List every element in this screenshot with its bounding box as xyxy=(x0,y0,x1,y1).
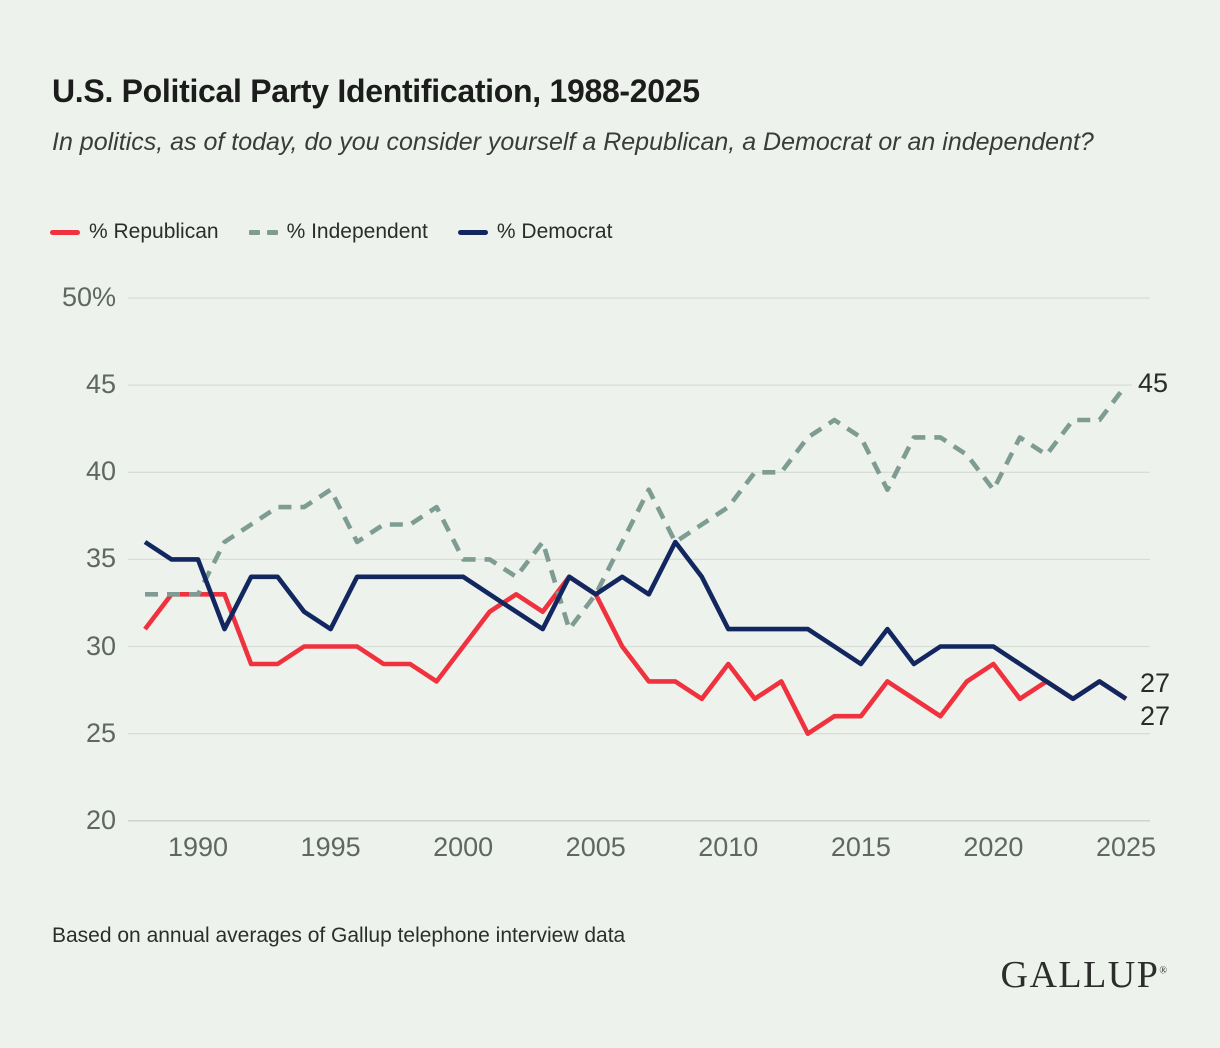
independent-line-swatch xyxy=(248,229,278,235)
page-title: U.S. Political Party Identification, 198… xyxy=(52,73,700,110)
legend-label-independent: % Independent xyxy=(286,220,428,243)
y-tick-50: 50% xyxy=(61,282,116,312)
x-tick-2005: 2005 xyxy=(565,832,626,862)
legend-label-republican: % Republican xyxy=(89,220,219,243)
republican-line-swatch xyxy=(50,229,80,235)
source-note: Based on annual averages of Gallup telep… xyxy=(52,924,626,947)
democrat-line xyxy=(143,539,1128,702)
y-tick-45: 45 xyxy=(85,369,116,400)
y-tick-30: 30 xyxy=(85,630,116,661)
y-tick-25: 25 xyxy=(85,717,116,748)
x-tick-1995: 1995 xyxy=(300,832,361,862)
republican-line xyxy=(143,574,1128,737)
legend: % Republican % Independent % Democrat xyxy=(50,217,612,247)
x-tick-2000: 2000 xyxy=(433,832,494,862)
democrat-line-swatch xyxy=(457,229,488,235)
end-label-independent: 45 xyxy=(1138,368,1169,398)
independent-line xyxy=(145,383,1128,632)
legend-item-republican: % Republican xyxy=(50,220,219,244)
end-label-republican: 27 xyxy=(1140,668,1171,698)
x-tick-2020: 2020 xyxy=(963,832,1024,862)
x-tick-2015: 2015 xyxy=(830,832,891,862)
y-tick-35: 35 xyxy=(85,543,116,574)
registered-mark: ® xyxy=(1159,965,1167,977)
chart-subtitle: In politics, as of today, do you conside… xyxy=(52,128,1094,156)
legend-item-independent: % Independent xyxy=(248,220,428,244)
legend-item-democrat: % Democrat xyxy=(457,220,613,244)
y-tick-20: 20 xyxy=(85,804,116,835)
x-tick-2025: 2025 xyxy=(1095,832,1157,862)
y-tick-40: 40 xyxy=(85,456,116,487)
legend-label-democrat: % Democrat xyxy=(496,220,613,243)
x-tick-2010: 2010 xyxy=(698,832,759,862)
gallup-logo: GALLUP® xyxy=(1000,954,1168,996)
end-label-democrat: 27 xyxy=(1140,701,1171,731)
x-tick-1990: 1990 xyxy=(167,832,229,862)
